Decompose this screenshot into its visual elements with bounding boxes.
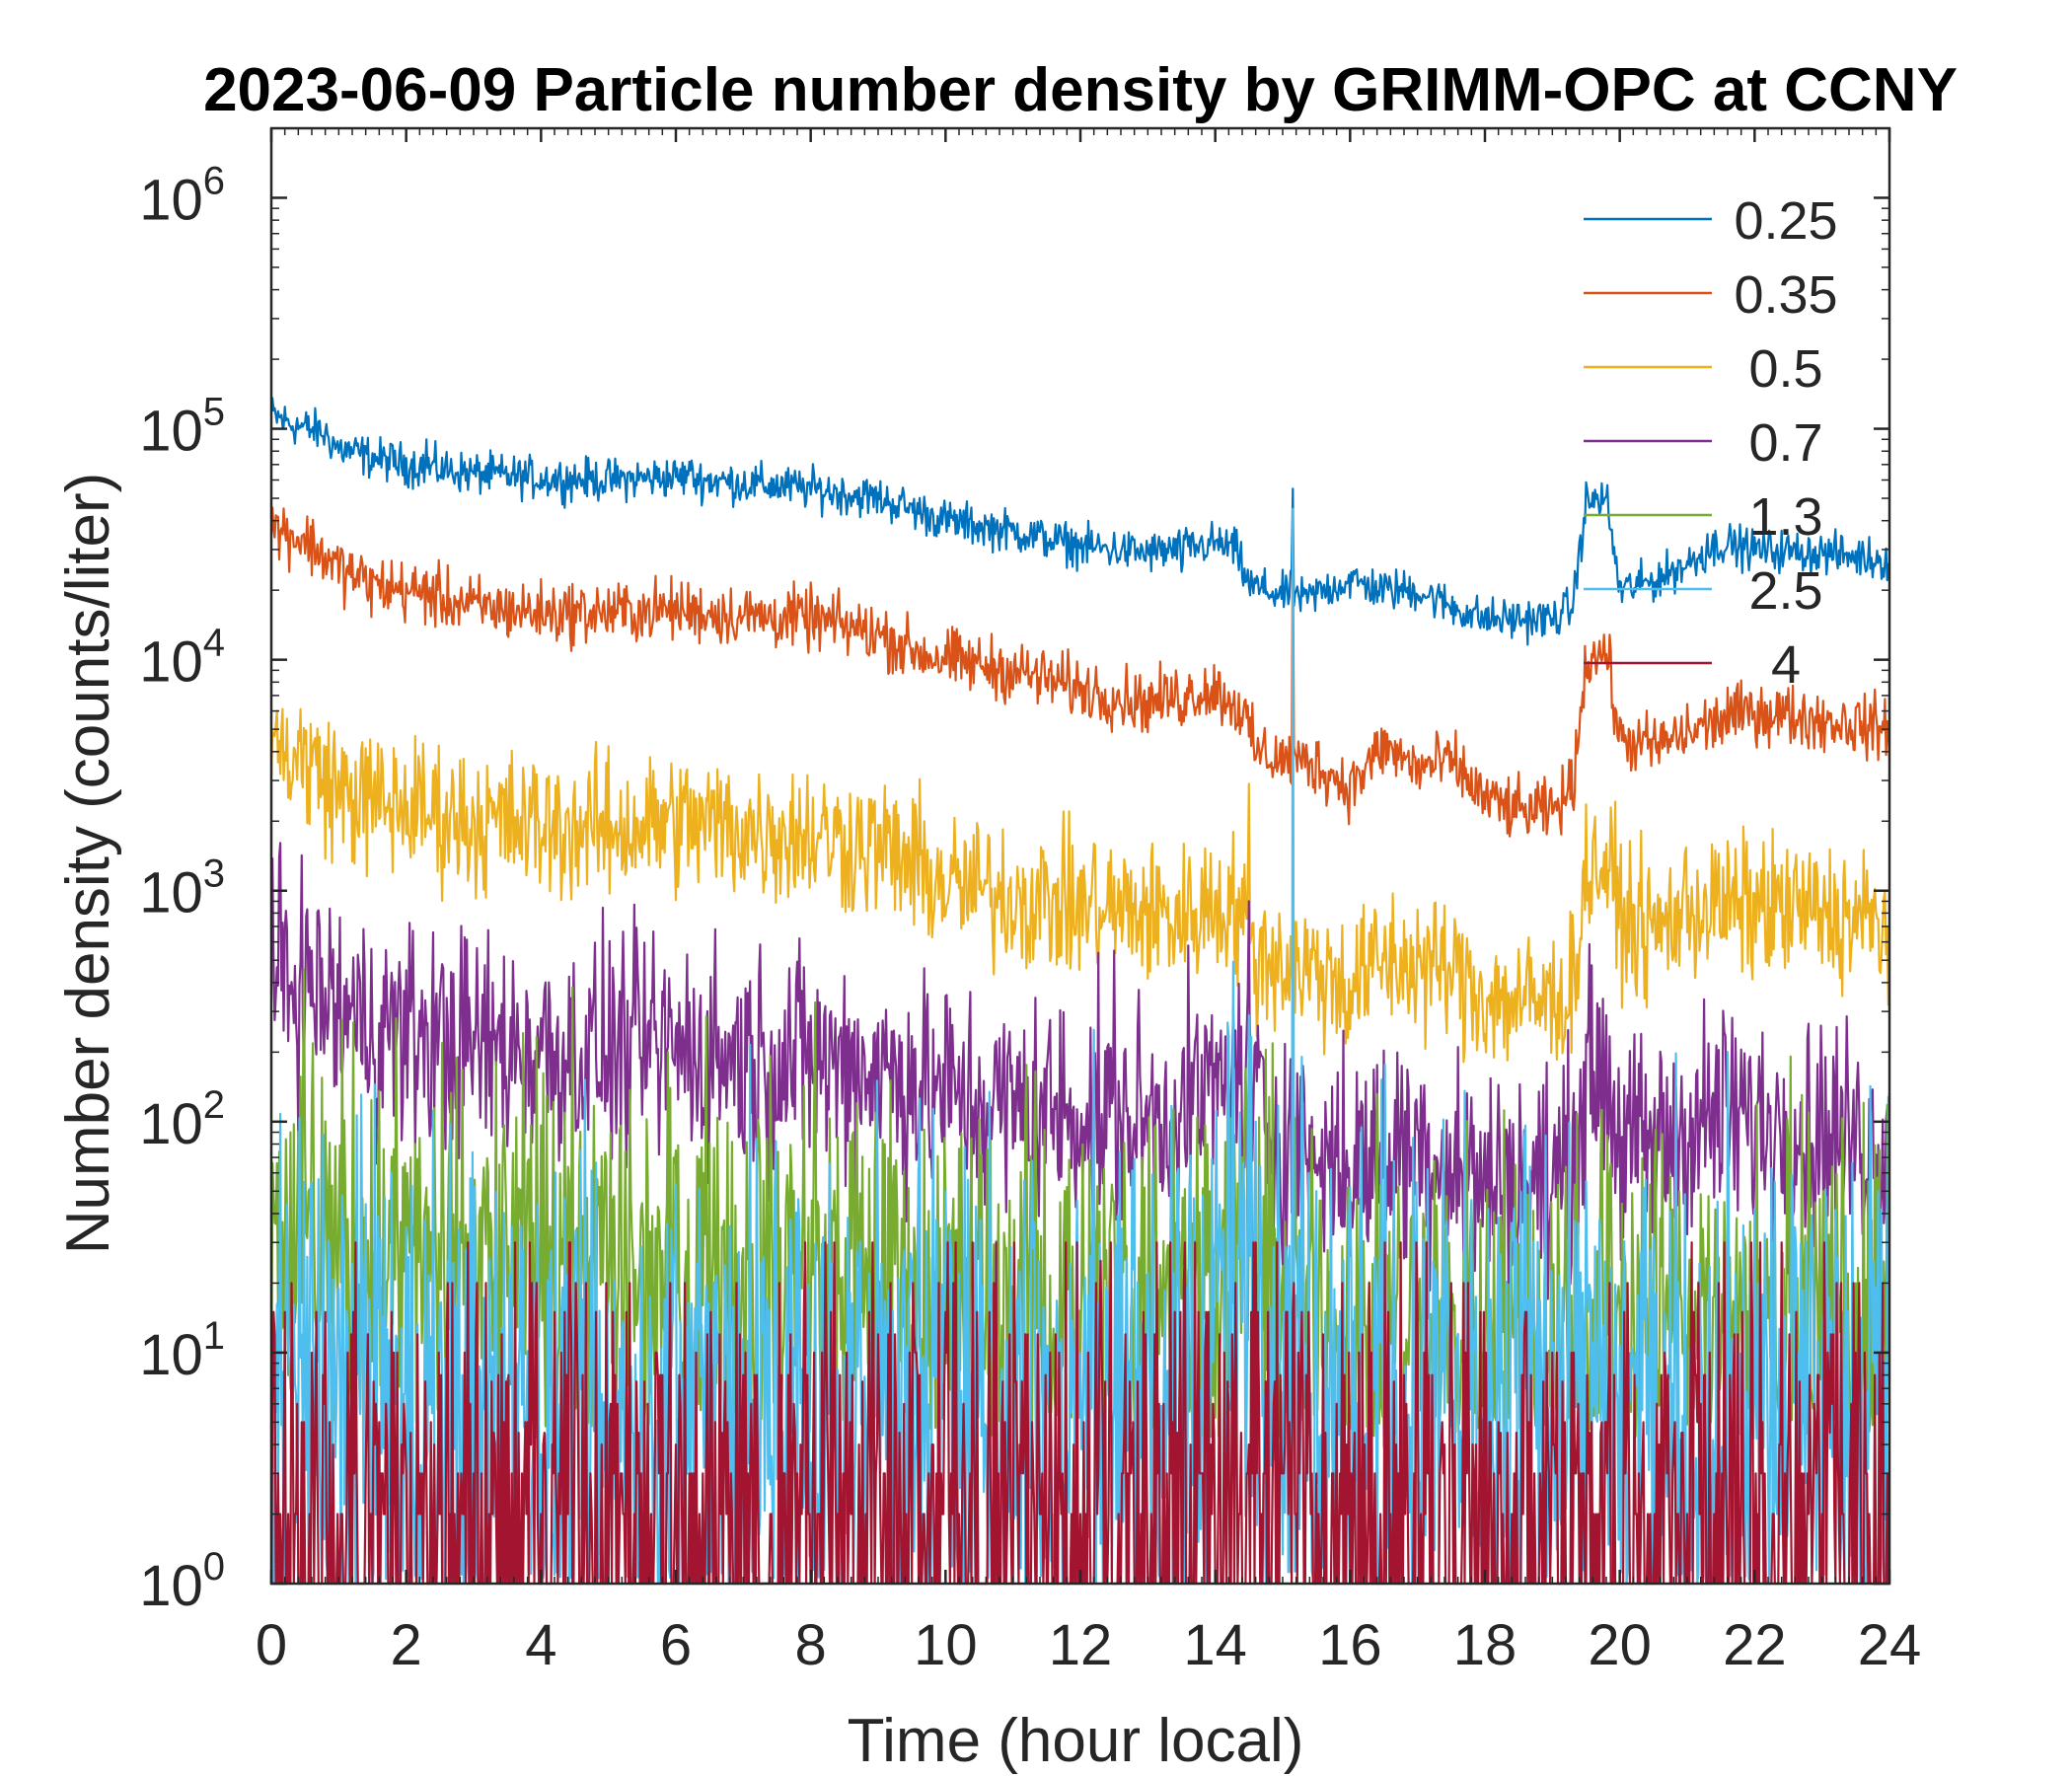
x-tick-label: 2: [391, 1613, 422, 1677]
y-tick-label: 100: [139, 1545, 225, 1618]
x-tick-label: 6: [660, 1613, 692, 1677]
x-tick-label: 18: [1453, 1613, 1517, 1677]
x-tick-label: 20: [1588, 1613, 1652, 1677]
series-line-0.5: [269, 707, 1891, 1064]
x-tick-label: 4: [525, 1613, 556, 1677]
y-tick-label: 101: [139, 1314, 225, 1387]
legend: 0.25 0.35 0.5 0.7 1.3 2.5 4: [1584, 191, 1838, 695]
x-tick-label: 12: [1049, 1613, 1113, 1677]
series-line-0.35: [269, 506, 1891, 838]
series-line-0.25: [269, 397, 1890, 646]
legend-label-0.5: 0.5: [1748, 339, 1822, 399]
series-line-0.7: [269, 842, 1891, 1311]
y-tick-label: 102: [139, 1083, 225, 1156]
x-tick-label: 16: [1318, 1613, 1382, 1677]
x-tick-label: 14: [1183, 1613, 1247, 1677]
legend-label-1.3: 1.3: [1748, 487, 1822, 547]
series-line-2.5: [269, 507, 1891, 1586]
x-axis-label: Time (hour local): [848, 1707, 1304, 1775]
x-tick-label: 0: [256, 1613, 287, 1677]
y-tick-label: 104: [139, 622, 225, 695]
x-tick-label: 22: [1723, 1613, 1787, 1677]
legend-label-0.35: 0.35: [1734, 265, 1837, 325]
x-tick-label: 24: [1858, 1613, 1922, 1677]
y-tick-label: 103: [139, 852, 225, 925]
x-tick-label: 8: [795, 1613, 827, 1677]
legend-label-4: 4: [1771, 635, 1801, 695]
y-tick-label: 106: [139, 159, 225, 232]
chart-title: 2023-06-09 Particle number density by GR…: [203, 56, 1958, 124]
legend-label-0.25: 0.25: [1734, 191, 1837, 251]
axes-layer: 0 2 4 6 8 10 12 14 16 18 20 22 241001011021031041051…: [139, 126, 1922, 1677]
y-tick-label: 105: [139, 391, 225, 464]
x-tick-label: 10: [914, 1613, 978, 1677]
legend-label-2.5: 2.5: [1748, 561, 1822, 621]
legend-label-0.7: 0.7: [1748, 413, 1822, 473]
y-axis-label: Number density (counts/liter): [54, 473, 122, 1255]
